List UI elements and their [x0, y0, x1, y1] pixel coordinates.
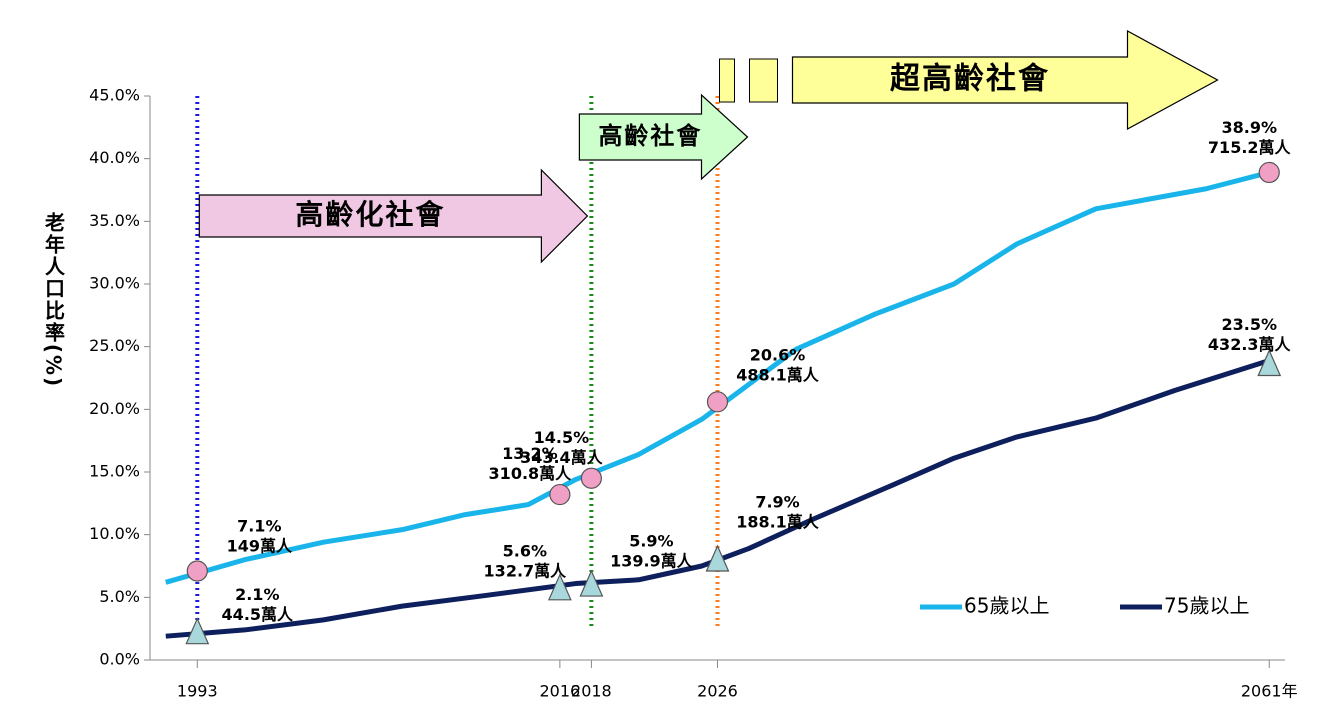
value-label: 5.9% — [629, 532, 673, 551]
y-tick-label: 20.0% — [89, 399, 140, 418]
people-label: 188.1萬人 — [736, 512, 820, 531]
y-tick-label: 5.0% — [99, 587, 140, 606]
phase-label: 高齡化社會 — [295, 198, 445, 231]
value-label: 14.5% — [534, 428, 590, 447]
point-marker — [185, 617, 210, 645]
series-line — [165, 170, 1270, 585]
phase-arrow — [198, 168, 589, 264]
point-marker — [579, 569, 604, 597]
people-label: 488.1萬人 — [736, 365, 820, 384]
point-marker — [705, 544, 730, 572]
point-marker — [580, 467, 602, 489]
people-label: 44.5萬人 — [222, 605, 294, 624]
people-label: 715.2萬人 — [1208, 138, 1292, 157]
x-tick-label: 2061年 — [1241, 682, 1298, 701]
y-tick-label: 15.0% — [89, 462, 140, 481]
point-marker — [547, 573, 572, 601]
phase-label: 超高齡社會 — [890, 62, 1050, 97]
x-tick-label: 2016 — [540, 682, 581, 701]
value-label: 7.1% — [237, 517, 281, 536]
point-marker — [549, 483, 571, 506]
y-tick-label: 30.0% — [89, 274, 140, 293]
value-label: 38.9% — [1221, 118, 1277, 137]
y-axis-label: 老年人口比率(%) — [42, 210, 66, 388]
legend-label: 65歲以上 — [964, 594, 1049, 618]
point-marker — [1258, 161, 1280, 184]
y-tick-label: 0.0% — [99, 650, 140, 669]
people-label: 310.8萬人 — [489, 464, 573, 483]
point-marker — [1257, 348, 1282, 377]
people-label: 139.9萬人 — [610, 552, 694, 571]
people-label: 343.4萬人 — [520, 448, 604, 467]
people-label: 132.7萬人 — [484, 561, 568, 580]
phase-arrow — [791, 29, 1219, 131]
y-tick-label: 45.0% — [89, 86, 140, 105]
people-label: 149萬人 — [227, 537, 293, 556]
value-label: 13.2% — [502, 444, 558, 463]
phase-label: 高齡社會 — [598, 122, 702, 150]
value-label: 5.6% — [503, 541, 547, 560]
value-label: 2.1% — [235, 585, 279, 604]
y-tick-label: 10.0% — [89, 524, 140, 543]
x-tick-label: 1993 — [177, 682, 218, 701]
y-tick-label: 40.0% — [89, 148, 140, 167]
y-tick-label: 25.0% — [89, 336, 140, 355]
people-label: 432.3萬人 — [1208, 335, 1292, 354]
point-marker — [186, 560, 208, 582]
y-tick-label: 35.0% — [89, 211, 140, 230]
value-label: 20.6% — [750, 345, 806, 364]
value-label: 7.9% — [755, 492, 799, 511]
legend-label: 75歲以上 — [1164, 594, 1249, 618]
phase-block — [749, 58, 778, 103]
series-line — [165, 358, 1270, 639]
point-marker — [706, 391, 729, 413]
x-tick-label: 2018 — [571, 682, 612, 701]
phase-arrow — [578, 93, 749, 181]
x-tick-label: 2026 — [697, 682, 738, 701]
value-label: 23.5% — [1221, 315, 1277, 334]
phase-block — [719, 58, 735, 103]
